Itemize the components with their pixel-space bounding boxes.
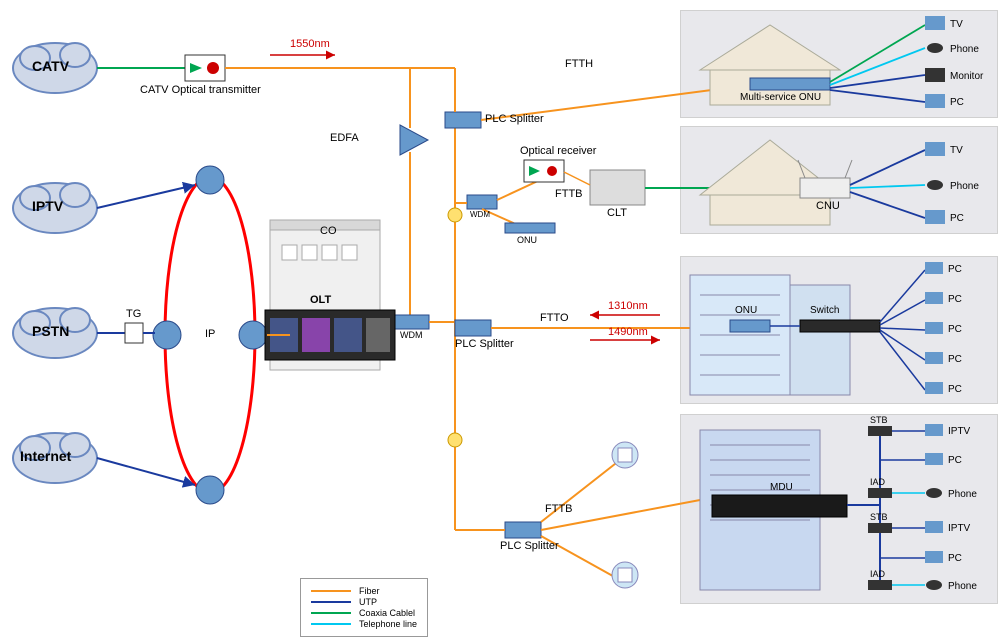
mdu-label: MDU bbox=[770, 482, 793, 493]
svg-text:PC: PC bbox=[948, 384, 962, 395]
cloud-pstn-label: PSTN bbox=[32, 323, 69, 339]
svg-text:PC: PC bbox=[948, 354, 962, 365]
ftth-label: FTTH bbox=[565, 58, 593, 70]
co-label: CO bbox=[320, 225, 337, 237]
svg-text:PC: PC bbox=[948, 324, 962, 335]
svg-text:PC: PC bbox=[948, 294, 962, 305]
house-fttb bbox=[700, 140, 852, 225]
svg-text:STB: STB bbox=[870, 512, 888, 522]
cloud-internet-label: Internet bbox=[20, 448, 71, 464]
legend-tel: Telephone line bbox=[359, 619, 417, 629]
svg-text:TV: TV bbox=[950, 145, 963, 156]
w1310-label: 1310nm bbox=[608, 300, 648, 312]
svg-text:Phone: Phone bbox=[948, 581, 977, 592]
ftto-label: FTTO bbox=[540, 312, 569, 324]
cloud-catv-label: CATV bbox=[32, 58, 69, 74]
optrx-label: Optical receiver bbox=[520, 145, 596, 157]
svg-text:Monitor: Monitor bbox=[950, 71, 984, 82]
legend-fiber: Fiber bbox=[359, 586, 380, 596]
legend: Fiber UTP Coaxia Cablel Telephone line bbox=[300, 578, 428, 637]
legend-coax: Coaxia Cablel bbox=[359, 608, 415, 618]
fttb2-label: FTTB bbox=[545, 503, 573, 515]
user2-icon bbox=[612, 562, 638, 588]
cnu-label: CNU bbox=[816, 200, 840, 212]
svg-text:IPTV: IPTV bbox=[948, 426, 971, 437]
svg-text:IPTV: IPTV bbox=[948, 523, 971, 534]
onu-small-label: ONU bbox=[517, 235, 537, 245]
plc2-label: PLC Splitter bbox=[455, 338, 514, 350]
svg-text:PC: PC bbox=[948, 553, 962, 564]
svg-text:Phone: Phone bbox=[950, 44, 979, 55]
wdm-label: WDM bbox=[400, 330, 423, 340]
w1550-label: 1550nm bbox=[290, 38, 330, 50]
wdm2-label: WDM bbox=[470, 210, 490, 219]
msonu-label: Multi-service ONU bbox=[740, 92, 821, 103]
svg-text:PC: PC bbox=[948, 264, 962, 275]
tg-label: TG bbox=[126, 308, 141, 320]
olt-label: OLT bbox=[310, 294, 331, 306]
plc1-label: PLC Splitter bbox=[485, 113, 544, 125]
ip-label: IP bbox=[205, 328, 215, 340]
svg-text:IAD: IAD bbox=[870, 569, 886, 579]
svg-text:PC: PC bbox=[950, 213, 964, 224]
svg-text:TV: TV bbox=[950, 19, 963, 30]
office-building bbox=[690, 275, 850, 395]
cloud-iptv-label: IPTV bbox=[32, 198, 63, 214]
legend-utp: UTP bbox=[359, 597, 377, 607]
switch-label: Switch bbox=[810, 305, 839, 316]
catv-tx-label: CATV Optical transmitter bbox=[140, 84, 261, 96]
svg-text:Phone: Phone bbox=[948, 489, 977, 500]
svg-text:PC: PC bbox=[948, 455, 962, 466]
svg-text:IAD: IAD bbox=[870, 477, 886, 487]
clt-label: CLT bbox=[607, 207, 627, 219]
svg-text:Phone: Phone bbox=[950, 181, 979, 192]
user1-icon bbox=[612, 442, 638, 468]
fttb-label: FTTB bbox=[555, 188, 583, 200]
plc3-label: PLC Splitter bbox=[500, 540, 559, 552]
svg-text:STB: STB bbox=[870, 415, 888, 425]
svg-text:PC: PC bbox=[950, 97, 964, 108]
onu-ftto-label: ONU bbox=[735, 305, 757, 316]
edfa-label: EDFA bbox=[330, 132, 359, 144]
w1490-label: 1490nm bbox=[608, 326, 648, 338]
